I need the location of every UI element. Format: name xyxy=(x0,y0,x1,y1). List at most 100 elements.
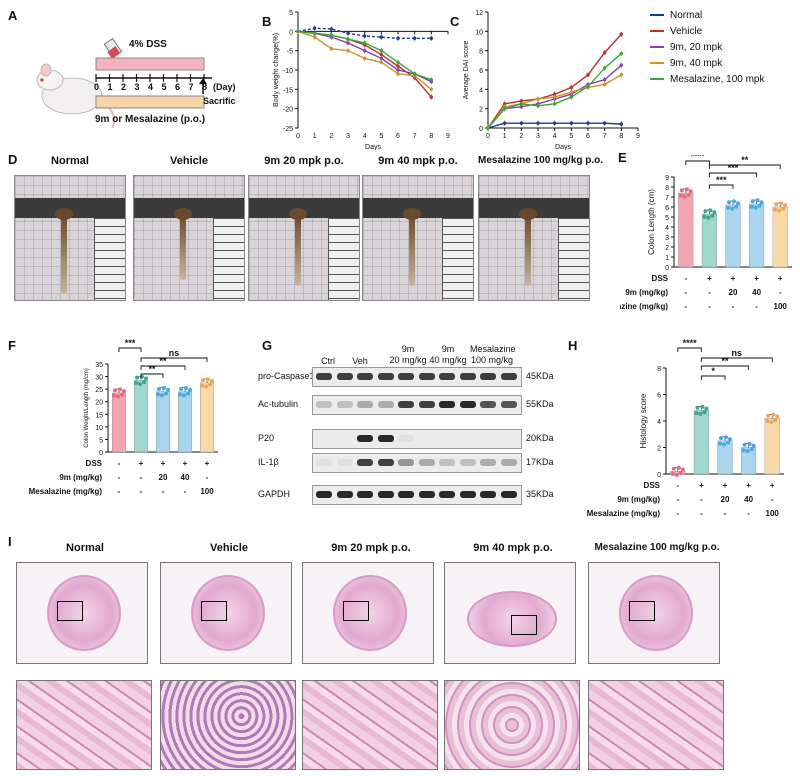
table-row-label: Mesalazine (mg/kg) xyxy=(587,509,661,518)
data-dot xyxy=(702,214,707,219)
data-dot xyxy=(777,208,782,213)
y-tick-label: -15 xyxy=(283,87,293,94)
data-dot xyxy=(686,192,691,197)
protein-label: P20 xyxy=(258,433,275,443)
blot-band xyxy=(336,459,353,466)
y-tick-label: 0 xyxy=(99,450,103,457)
photo-title: Vehicle xyxy=(170,155,208,167)
legend-entry: Mesalazine, 100 mpk xyxy=(650,74,765,85)
data-dot xyxy=(138,381,142,386)
significance-bracket xyxy=(140,365,186,370)
data-dot xyxy=(208,382,212,387)
histology-zoom xyxy=(16,680,152,770)
data-dot xyxy=(678,193,683,198)
histology-title: 9m 20 mpk p.o. xyxy=(331,542,411,554)
legend-entry: 9m, 40 mpk xyxy=(650,58,722,69)
y-tick-label: -5 xyxy=(287,49,293,56)
lane-label: 20 mg/kg xyxy=(389,355,427,365)
histology-zoom xyxy=(160,680,296,770)
histology-title: Normal xyxy=(66,542,104,554)
significance-bracket xyxy=(700,357,773,362)
blot-band xyxy=(419,435,435,442)
data-dot xyxy=(751,443,756,448)
blot-band xyxy=(500,491,517,498)
blot-band xyxy=(398,401,414,408)
data-dot xyxy=(747,441,752,446)
legend-swatch xyxy=(650,62,664,65)
series-line-mesalazine-100-mpk xyxy=(487,53,622,129)
y-tick-label: 0 xyxy=(657,472,661,479)
y-tick-label: 4 xyxy=(479,87,483,94)
table-cell: - xyxy=(118,459,121,468)
data-dot xyxy=(142,380,146,385)
y-tick-label: 25 xyxy=(95,387,103,394)
table-cell: - xyxy=(708,302,711,311)
y-tick-label: 12 xyxy=(475,10,483,17)
table-cell: + xyxy=(723,481,728,490)
data-dot xyxy=(742,442,747,447)
legend-label: Mesalazine, 100 mpk xyxy=(670,74,765,85)
blot-band xyxy=(316,373,332,380)
legend-label: 9m, 20 mpk xyxy=(670,42,723,53)
timeline-day-1: 1 xyxy=(107,82,113,92)
table-cell: - xyxy=(184,487,187,496)
table-cell: 20 xyxy=(721,495,730,504)
data-dot xyxy=(732,199,736,204)
legend-entry: Normal xyxy=(650,10,702,21)
data-dot xyxy=(704,406,709,411)
histology-title: 9m 40 mpk p.o. xyxy=(473,542,553,554)
histology-zoom xyxy=(302,680,438,770)
protein-label: GAPDH xyxy=(258,489,291,499)
colon-photo xyxy=(362,175,474,301)
molecular-weight-label: 20KDa xyxy=(526,433,554,443)
bar xyxy=(725,204,741,268)
data-dot xyxy=(706,215,711,220)
significance-bracket xyxy=(685,160,710,165)
timeline-day-7: 7 xyxy=(188,82,194,92)
colon-cross-section xyxy=(619,575,693,651)
lane-label: Ctrl xyxy=(321,356,335,366)
x-tick-label: 5 xyxy=(379,133,383,140)
table-row-label: 9m (mg/kg) xyxy=(59,473,102,482)
legend-entry: Vehicle xyxy=(650,26,702,37)
y-axis-label: Average DAI score xyxy=(463,41,470,100)
panel-label-g: G xyxy=(262,338,273,353)
blot-band xyxy=(500,373,517,380)
photo-title: Mesalazine 100 mg/kg p.o. xyxy=(478,155,604,166)
cecum-specimen xyxy=(174,208,192,220)
table-row-label: Mesalazine (mg/kg) xyxy=(29,487,103,496)
photo-title: 9m 40 mpk p.o. xyxy=(378,155,458,167)
experiment-timeline xyxy=(36,37,212,129)
table-cell: + xyxy=(161,459,166,468)
blot-band xyxy=(398,491,414,498)
timeline-day-2: 2 xyxy=(121,82,127,92)
data-dot xyxy=(755,198,760,203)
bar xyxy=(701,213,717,268)
data-dot xyxy=(750,199,755,204)
table-cell: - xyxy=(676,495,679,504)
data-dot xyxy=(694,411,699,416)
blot-band xyxy=(418,373,435,380)
significance-bracket xyxy=(140,357,208,362)
blot-band xyxy=(480,459,496,466)
blot-band xyxy=(377,401,394,408)
data-dot xyxy=(766,413,771,418)
data-dot xyxy=(188,387,192,392)
data-dot xyxy=(702,410,707,415)
data-dot xyxy=(688,189,693,194)
data-dot xyxy=(728,437,732,442)
histology-title: Vehicle xyxy=(210,542,248,554)
data-dot xyxy=(726,440,730,445)
panel-label-b: B xyxy=(262,14,272,29)
panel-label-a: A xyxy=(8,8,18,23)
data-dot xyxy=(771,412,776,417)
lane-label: Mesalazine xyxy=(470,344,516,354)
data-dot xyxy=(134,381,138,386)
panel-label-c: C xyxy=(450,14,460,29)
zoom-region-box xyxy=(511,615,537,635)
histology-overview xyxy=(444,562,576,664)
bar xyxy=(678,192,694,268)
data-dot xyxy=(157,386,161,391)
colon-cross-section xyxy=(333,575,407,651)
blot-band xyxy=(357,401,373,408)
